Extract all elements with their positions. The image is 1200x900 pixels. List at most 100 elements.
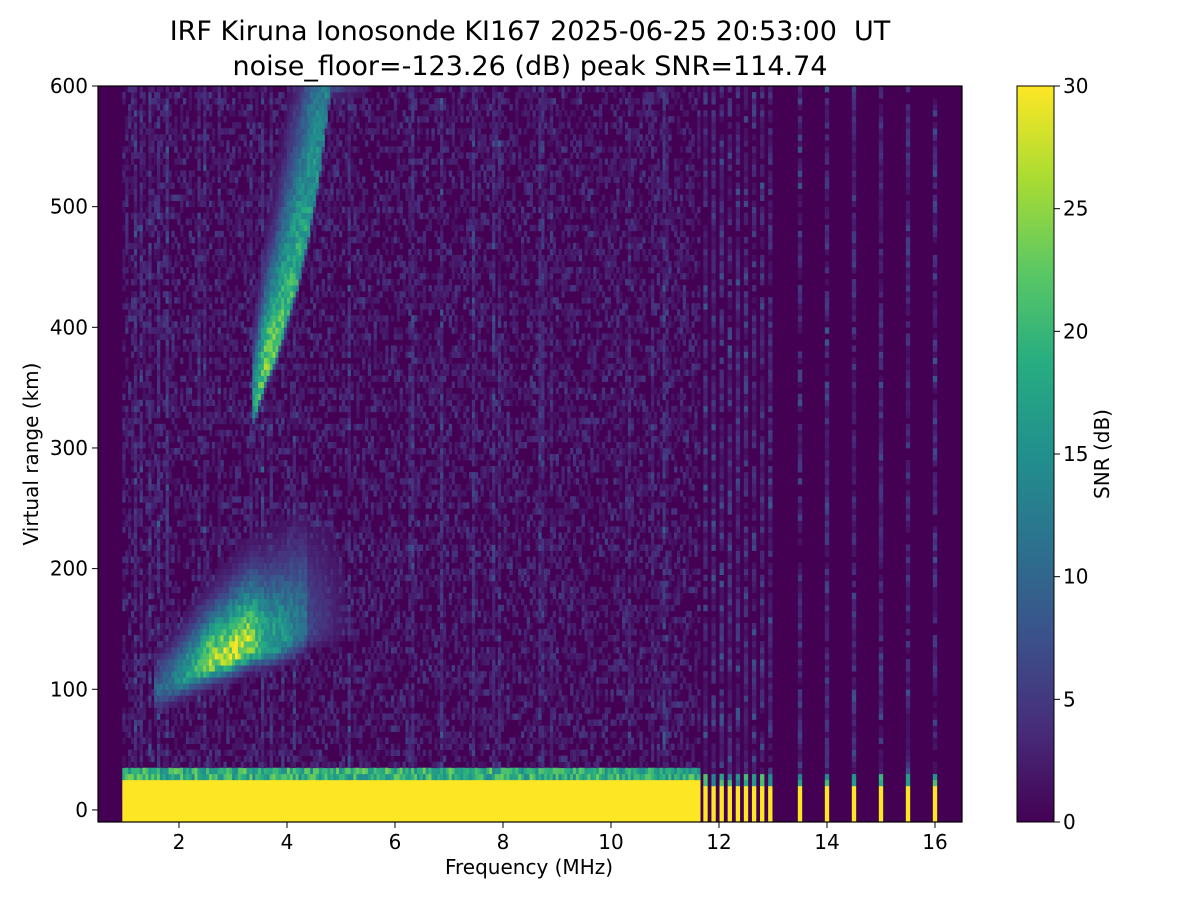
heatmap-cell — [275, 797, 279, 805]
heatmap-cell — [281, 200, 285, 208]
heatmap-cell — [286, 544, 291, 551]
heatmap-cell — [208, 146, 213, 153]
heatmap-cell — [203, 417, 207, 425]
heatmap-cell — [260, 176, 265, 183]
heatmap-cell — [159, 490, 164, 497]
heatmap-cell — [148, 297, 152, 304]
heatmap-cell — [275, 158, 279, 165]
heatmap-cell — [266, 224, 271, 232]
heatmap-cell — [269, 598, 273, 606]
heatmap-cell — [260, 152, 265, 159]
heatmap-cell — [130, 466, 135, 473]
heatmap-cell — [151, 502, 155, 509]
heatmap-cell — [232, 520, 236, 527]
heatmap-cell — [133, 188, 138, 195]
heatmap-cell — [139, 641, 143, 648]
heatmap-cell — [249, 755, 253, 763]
heatmap-cell — [266, 538, 271, 545]
heatmap-cell — [278, 797, 282, 805]
heatmap-cell — [258, 200, 262, 208]
heatmap-cell — [177, 242, 181, 250]
heatmap-cell — [223, 665, 227, 672]
heatmap-cell — [295, 291, 299, 298]
heatmap-cell — [249, 333, 253, 340]
heatmap-cell — [177, 333, 181, 340]
heatmap-cell — [182, 520, 187, 527]
heatmap-cell — [292, 502, 297, 509]
heatmap-cell — [206, 743, 210, 750]
heatmap-cell — [159, 182, 164, 189]
heatmap-cell — [234, 550, 239, 557]
heatmap-cell — [266, 345, 271, 352]
heatmap-cell — [275, 248, 279, 256]
heatmap-cell — [168, 610, 172, 618]
heatmap-cell — [191, 399, 195, 407]
heatmap-cell — [174, 423, 178, 431]
heatmap-cell — [159, 98, 164, 105]
heatmap-cell — [284, 568, 288, 576]
heatmap-cell — [286, 110, 291, 117]
heatmap-cell — [159, 628, 164, 636]
heatmap-cell — [136, 743, 141, 750]
heatmap-cell — [289, 200, 294, 208]
heatmap-cell — [284, 182, 288, 189]
heatmap-cell — [162, 803, 167, 811]
heatmap-cell — [145, 502, 149, 509]
heatmap-cell — [255, 188, 259, 195]
heatmap-cell — [220, 200, 224, 208]
heatmap-cell — [266, 429, 271, 437]
heatmap-cell — [148, 194, 152, 202]
heatmap-cell — [122, 707, 126, 714]
heatmap-cell — [229, 568, 233, 576]
heatmap-cell — [260, 556, 265, 563]
heatmap-cell — [295, 345, 299, 352]
heatmap-cell — [165, 665, 169, 672]
heatmap-cell — [289, 285, 294, 292]
heatmap-cell — [252, 266, 256, 274]
heatmap-cell — [154, 520, 158, 527]
heatmap-cell — [220, 556, 224, 563]
heatmap-cell — [214, 604, 219, 612]
heatmap-cell — [156, 369, 161, 376]
heatmap-cell — [162, 110, 167, 117]
heatmap-cell — [278, 224, 282, 232]
heatmap-cell — [269, 351, 273, 358]
heatmap-cell — [281, 327, 285, 334]
heatmap-cell — [217, 472, 221, 479]
heatmap-cell — [229, 351, 233, 358]
heatmap-cell — [266, 628, 271, 636]
heatmap-cell — [289, 236, 294, 244]
heatmap-cell — [289, 411, 294, 419]
heatmap-cell — [182, 653, 187, 660]
heatmap-cell — [278, 345, 282, 352]
heatmap-cell — [165, 520, 169, 527]
heatmap-cell — [200, 188, 204, 195]
heatmap-cell — [208, 641, 213, 648]
heatmap-cell — [133, 375, 138, 382]
heatmap-cell — [275, 212, 279, 220]
heatmap-cell — [229, 647, 233, 654]
heatmap-cell — [188, 514, 193, 521]
heatmap-cell — [206, 339, 210, 346]
heatmap-cell — [139, 285, 143, 292]
heatmap-cell — [188, 689, 193, 696]
heatmap-cell — [217, 86, 221, 93]
heatmap-cell — [188, 604, 193, 612]
heatmap-cell — [214, 212, 219, 220]
heatmap-cell — [234, 659, 239, 666]
heatmap-cell — [122, 574, 126, 582]
heatmap-cell — [203, 508, 207, 515]
heatmap-cell — [148, 224, 152, 232]
heatmap-cell — [289, 140, 294, 147]
heatmap-cell — [142, 785, 146, 793]
heatmap-cell — [194, 683, 198, 690]
heatmap-cell — [206, 556, 210, 563]
heatmap-cell — [217, 454, 221, 461]
heatmap-cell — [197, 411, 201, 419]
heatmap-cell — [278, 604, 282, 612]
heatmap-cell — [286, 797, 291, 805]
heatmap-cell — [272, 574, 276, 582]
heatmap-cell — [174, 779, 178, 787]
heatmap-cell — [246, 496, 250, 503]
heatmap-cell — [220, 622, 224, 630]
